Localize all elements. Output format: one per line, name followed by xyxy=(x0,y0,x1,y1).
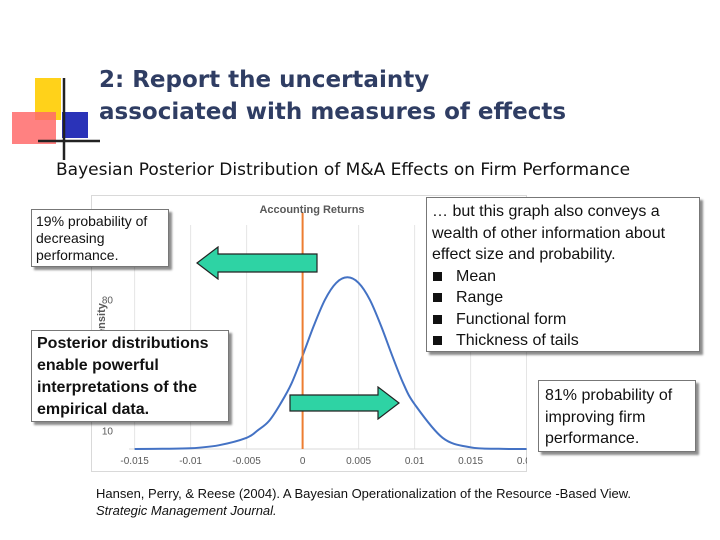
citation-text: Hansen, Perry, & Reese (2004). A Bayesia… xyxy=(96,486,631,501)
slide-subtitle: Bayesian Posterior Distribution of M&A E… xyxy=(56,160,631,180)
graph-information-list: Mean Range Functional form Thickness of … xyxy=(432,266,694,352)
improving-probability-note: 81% probability of improving firm perfor… xyxy=(538,380,696,452)
left-arrow-shape xyxy=(196,246,318,280)
square-bullet-icon xyxy=(433,314,442,324)
bullet-text-tails: Thickness of tails xyxy=(456,332,579,349)
x-tick-label: -0.005 xyxy=(232,456,261,467)
citation: Hansen, Perry, & Reese (2004). A Bayesia… xyxy=(96,485,656,519)
title-line-2: associated with measures of effects xyxy=(99,99,567,125)
y-tick-label: 80 xyxy=(102,296,114,307)
bullet-text-range: Range xyxy=(456,289,504,306)
logo-blue-square xyxy=(62,112,88,138)
slide-logo xyxy=(12,78,100,160)
x-tick-label: 0.01 xyxy=(405,456,425,467)
square-bullet-icon xyxy=(433,293,442,302)
bullet-text-mean: Mean xyxy=(456,267,497,285)
right-arrow xyxy=(289,386,400,420)
x-tick-label: -0.015 xyxy=(120,456,149,467)
bullet-text-functional-form: Functional form xyxy=(456,310,567,328)
square-bullet-icon xyxy=(433,336,442,345)
square-bullet-icon xyxy=(433,271,442,281)
citation-journal: Strategic Management Journal. xyxy=(96,503,277,518)
list-item: Mean xyxy=(432,266,694,288)
left-arrow xyxy=(196,246,318,280)
x-tick-label: 0.005 xyxy=(346,456,371,467)
list-item: Functional form xyxy=(432,309,694,331)
graph-information-note: … but this graph also conveys a wealth o… xyxy=(426,197,700,352)
chart-title: Accounting Returns xyxy=(259,204,364,216)
y-tick-label: 10 xyxy=(102,426,114,437)
decreasing-probability-note: 19% probability of decreasing performanc… xyxy=(31,209,169,267)
slide-title: 2: Report the uncertainty associated wit… xyxy=(99,64,699,128)
list-item: Thickness of tails xyxy=(432,330,694,352)
x-tick-labels: -0.015 -0.01 -0.005 0 0.005 0.01 0.015 0.02 xyxy=(120,456,527,467)
posterior-interpretation-note: Posterior distributions enable powerful … xyxy=(31,330,229,422)
x-tick-label: 0.015 xyxy=(458,456,483,467)
x-tick-label: -0.01 xyxy=(179,456,202,467)
x-tick-label: 0 xyxy=(300,456,306,467)
posterior-curve xyxy=(134,276,527,451)
list-item: Range xyxy=(432,287,694,309)
y-tick-labels: 10 80 xyxy=(102,296,114,438)
right-arrow-shape xyxy=(289,386,400,420)
logo-red-square xyxy=(12,112,56,144)
graph-information-intro: … but this graph also conveys a wealth o… xyxy=(432,203,666,263)
x-tick-label: 0.02 xyxy=(517,456,527,467)
title-line-1: 2: Report the uncertainty xyxy=(99,67,430,93)
